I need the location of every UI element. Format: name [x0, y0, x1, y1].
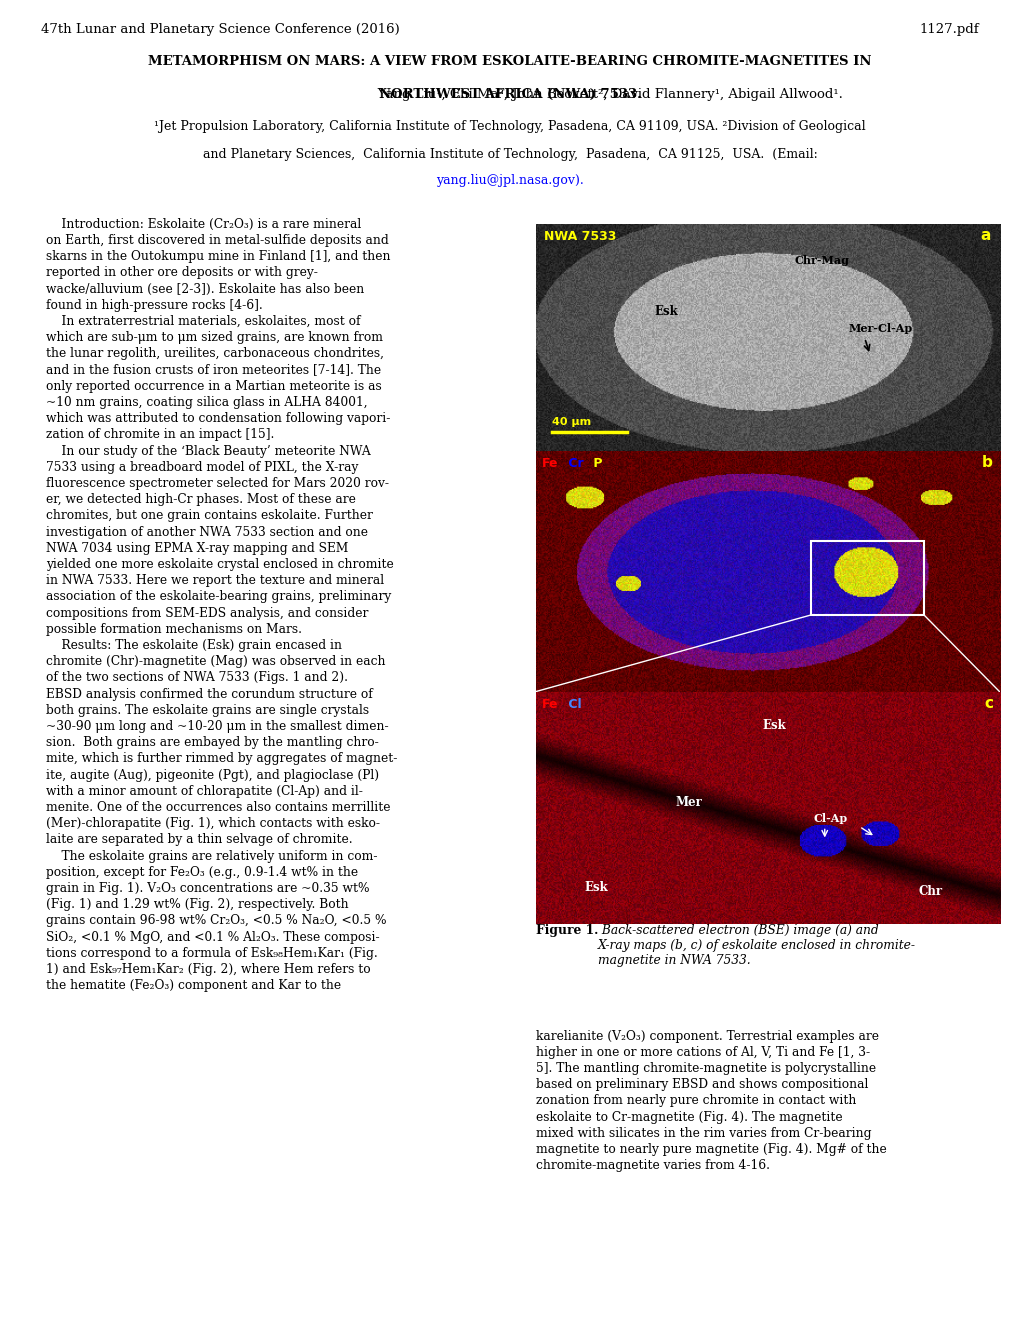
Text: yang.liu@jpl.nasa.gov).: yang.liu@jpl.nasa.gov). [436, 174, 583, 187]
Text: Cl: Cl [564, 698, 581, 711]
Text: 47th Lunar and Planetary Science Conference (2016): 47th Lunar and Planetary Science Confere… [41, 24, 399, 36]
Text: Mer-Cl-Ap: Mer-Cl-Ap [848, 323, 912, 334]
Text: NWA 7533: NWA 7533 [543, 230, 615, 243]
Text: Cr: Cr [564, 458, 583, 470]
Text: Esk: Esk [653, 305, 678, 318]
Text: Mer: Mer [676, 796, 702, 809]
Text: Fe: Fe [541, 698, 558, 711]
Text: Back-scattered electron (BSE) image (a) and
X-ray maps (b, c) of eskolaite enclo: Back-scattered electron (BSE) image (a) … [597, 924, 915, 968]
Text: Chr-Mag: Chr-Mag [794, 255, 849, 267]
Text: Yang Liu¹, Chi Ma², John Beckett², David Flannery¹, Abigail Allwood¹.: Yang Liu¹, Chi Ma², John Beckett², David… [177, 88, 842, 100]
Text: Cl-Ap: Cl-Ap [813, 813, 848, 824]
Text: Figure 1.: Figure 1. [535, 924, 597, 937]
Text: Introduction: Eskolaite (Cr₂O₃) is a rare mineral
on Earth, first discovered in : Introduction: Eskolaite (Cr₂O₃) is a rar… [46, 218, 396, 993]
Text: METAMORPHISM ON MARS: A VIEW FROM ESKOLAITE-BEARING CHROMITE-MAGNETITES IN: METAMORPHISM ON MARS: A VIEW FROM ESKOLA… [148, 55, 871, 69]
Text: Esk: Esk [584, 882, 607, 895]
Text: 40 μm: 40 μm [551, 417, 590, 428]
Text: Chr: Chr [918, 884, 942, 898]
Text: ¹Jet Propulsion Laboratory, California Institute of Technology, Pasadena, CA 911: ¹Jet Propulsion Laboratory, California I… [154, 120, 865, 133]
Text: P: P [589, 458, 602, 470]
Text: c: c [983, 696, 993, 711]
Text: 1127.pdf: 1127.pdf [919, 24, 978, 36]
Text: and Planetary Sciences,  California Institute of Technology,  Pasadena,  CA 9112: and Planetary Sciences, California Insti… [203, 148, 816, 161]
Text: Fe: Fe [541, 458, 558, 470]
Text: NORTHWEST AFRICA (NWA) 7533.: NORTHWEST AFRICA (NWA) 7533. [378, 88, 641, 100]
Bar [810, 541, 923, 615]
Text: b: b [981, 455, 993, 470]
Text: Esk: Esk [761, 719, 785, 731]
Text: karelianite (V₂O₃) component. Terrestrial examples are
higher in one or more cat: karelianite (V₂O₃) component. Terrestria… [535, 1030, 886, 1172]
Text: a: a [979, 228, 990, 243]
